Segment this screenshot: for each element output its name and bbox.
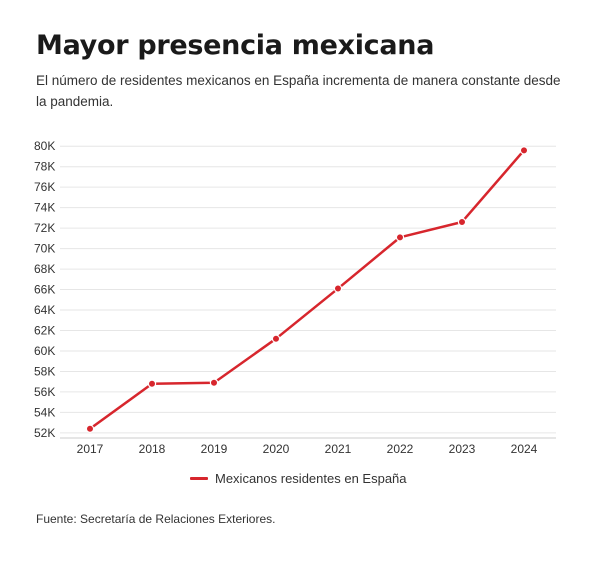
y-tick-label: 54K	[34, 405, 55, 419]
y-tick-label: 64K	[34, 303, 55, 317]
x-tick-label: 2024	[511, 442, 538, 456]
y-tick-label: 72K	[34, 221, 55, 235]
legend-swatch	[190, 477, 208, 480]
data-point	[519, 146, 529, 155]
data-point	[457, 217, 467, 227]
y-tick-label: 80K	[34, 139, 55, 153]
x-tick-label: 2019	[201, 442, 228, 456]
data-point	[395, 233, 405, 242]
y-tick-label: 60K	[34, 344, 55, 358]
x-tick-label: 2022	[387, 442, 414, 456]
chart-title: Mayor presencia mexicana	[36, 30, 435, 61]
legend: Mexicanos residentes en España	[190, 471, 407, 486]
x-tick-label: 2021	[325, 442, 352, 456]
series-layer	[85, 146, 529, 433]
y-tick-label: 62K	[34, 324, 55, 338]
legend-label: Mexicanos residentes en España	[215, 471, 407, 486]
y-tick-label: 52K	[34, 426, 55, 440]
x-tick-label: 2018	[139, 442, 166, 456]
y-tick-label: 56K	[34, 385, 55, 399]
series-line	[88, 149, 526, 431]
data-point	[271, 334, 281, 343]
gridlines	[60, 145, 556, 439]
y-tick-label: 68K	[34, 262, 55, 276]
data-point	[85, 424, 95, 433]
chart-subtitle: El número de residentes mexicanos en Esp…	[36, 73, 561, 109]
y-tick-label: 70K	[34, 242, 55, 256]
y-tick-label: 74K	[34, 201, 55, 215]
x-tick-label: 2020	[263, 442, 290, 456]
data-point	[147, 379, 157, 388]
y-tick-label: 78K	[34, 160, 55, 174]
x-axis: 2017 2018 2019 2020 2021 2022 2023 2024	[77, 442, 538, 456]
source-note: Fuente: Secretaría de Relaciones Exterio…	[36, 512, 276, 526]
y-axis: 52K 54K 56K 58K 60K 62K 64K 66K 68K 70K 72K 74K 76K 7…	[34, 139, 55, 440]
y-tick-label: 58K	[34, 364, 55, 378]
data-point	[209, 378, 219, 387]
y-tick-label: 76K	[34, 180, 55, 194]
data-point	[333, 284, 343, 293]
y-tick-label: 66K	[34, 283, 55, 297]
x-tick-label: 2017	[77, 442, 104, 456]
x-tick-label: 2023	[449, 442, 476, 456]
